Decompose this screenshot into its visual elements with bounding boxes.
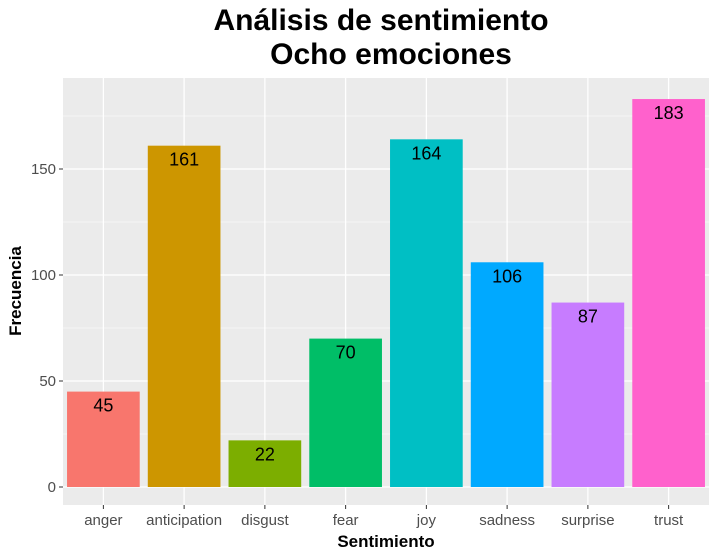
- data-label-disgust: 22: [255, 444, 275, 464]
- bars: [67, 99, 705, 487]
- data-label-surprise: 87: [578, 307, 598, 327]
- x-tick-label-anticipation: anticipation: [146, 512, 222, 529]
- data-label-fear: 70: [336, 343, 356, 363]
- x-axis: anger anticipation disgust fear joy sadness su…: [84, 505, 684, 529]
- data-label-trust: 183: [654, 103, 684, 123]
- data-label-joy: 164: [411, 143, 441, 163]
- bar-anticipation: [147, 145, 221, 487]
- x-tick-label-joy: joy: [416, 512, 437, 529]
- y-tick-label: 50: [39, 373, 56, 390]
- bar-fear: [309, 338, 382, 487]
- x-tick-label-sadness: sadness: [479, 512, 535, 529]
- x-axis-title: Sentimiento: [337, 532, 434, 551]
- bar-anger: [67, 391, 140, 487]
- x-tick-label-fear: fear: [333, 512, 359, 529]
- bar-trust: [632, 99, 705, 487]
- bar-joy: [390, 139, 463, 487]
- x-tick-label-trust: trust: [654, 512, 684, 529]
- y-tick-label: 0: [48, 479, 56, 496]
- data-label-anticipation: 161: [169, 150, 199, 170]
- data-labels: 45 161 22 70 164 106 87 183: [93, 103, 683, 464]
- x-tick-label-disgust: disgust: [241, 512, 289, 529]
- bar-disgust: [228, 440, 302, 487]
- chart-title: Análisis de sentimiento: [213, 4, 548, 37]
- y-tick-label: 100: [31, 267, 56, 284]
- data-label-sadness: 106: [492, 266, 522, 286]
- bar-surprise: [551, 302, 625, 487]
- chart-subtitle: Ocho emociones: [270, 38, 512, 71]
- x-tick-label-anger: anger: [84, 512, 122, 529]
- data-label-anger: 45: [93, 396, 113, 416]
- x-tick-label-surprise: surprise: [561, 512, 614, 529]
- y-axis-title: Frecuencia: [6, 246, 25, 336]
- y-tick-label: 150: [31, 161, 56, 178]
- bar-sadness: [470, 262, 544, 487]
- y-axis: 0 50 100 150: [31, 161, 63, 496]
